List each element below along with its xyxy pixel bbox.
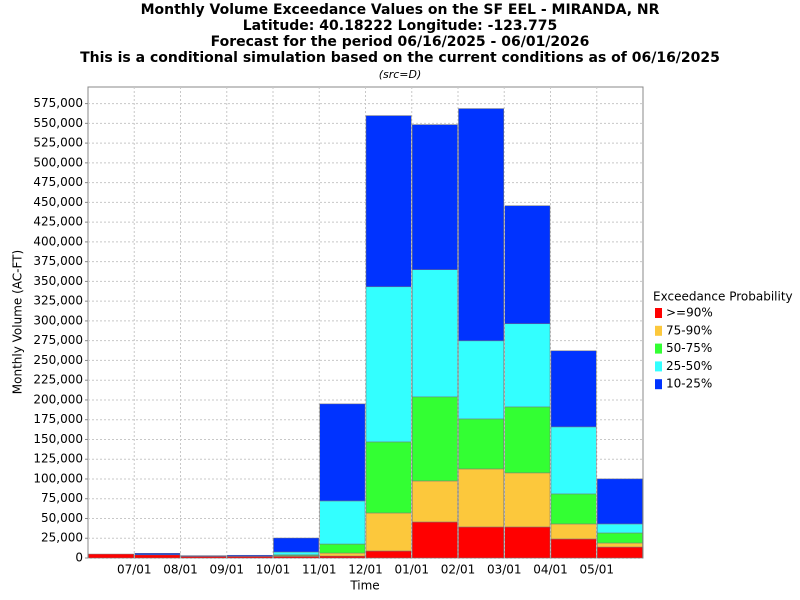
- y-tick-label: 550,000: [33, 116, 83, 130]
- bar-segment: [504, 323, 551, 408]
- y-tick-label: 325,000: [33, 294, 83, 308]
- legend-swatch: [655, 361, 662, 372]
- y-tick-label: 150,000: [33, 432, 83, 446]
- bar-segment: [273, 551, 319, 556]
- y-tick-label: 250,000: [33, 353, 83, 367]
- bar-segment: [88, 553, 134, 559]
- legend-swatch: [655, 379, 662, 390]
- bar-segment: [412, 521, 458, 559]
- x-tick-label: 11/01: [302, 563, 337, 577]
- bar-segment: [319, 403, 366, 502]
- bar-segment: [597, 546, 643, 559]
- bar-segment: [597, 532, 643, 544]
- x-tick-label: 03/01: [487, 563, 522, 577]
- legend-label: 50-75%: [666, 341, 712, 355]
- y-tick-label: 475,000: [33, 175, 83, 189]
- y-tick-label: 0: [75, 551, 83, 565]
- legend-swatch: [655, 325, 662, 336]
- bar-segment: [319, 500, 366, 545]
- bar-segment: [365, 441, 412, 514]
- bar-segment: [134, 553, 181, 556]
- bar-segment: [550, 350, 597, 428]
- legend-title: Exceedance Probability: [653, 290, 793, 304]
- legend-swatch: [655, 343, 662, 354]
- bar-segment: [504, 406, 551, 474]
- x-tick-label: 12/01: [348, 563, 383, 577]
- bar-segment: [365, 512, 412, 552]
- x-axis-label: Time: [349, 579, 379, 593]
- bar-segment: [365, 115, 412, 288]
- x-tick-label: 08/01: [163, 563, 198, 577]
- bar-segment: [458, 108, 504, 342]
- bar-segment: [550, 426, 597, 495]
- bar-segment: [550, 493, 597, 525]
- legend-label: 25-50%: [666, 359, 712, 373]
- legend-label: >=90%: [666, 306, 713, 320]
- bar-segment: [180, 555, 227, 557]
- bar-segment: [365, 550, 412, 559]
- y-tick-label: 25,000: [41, 531, 83, 545]
- legend-swatch: [655, 308, 662, 318]
- y-tick-label: 175,000: [33, 412, 83, 426]
- x-tick-label: 10/01: [256, 563, 291, 577]
- bar-segment: [412, 269, 458, 398]
- bar-segment: [458, 418, 504, 470]
- y-tick-label: 400,000: [33, 234, 83, 248]
- bar-segment: [319, 552, 366, 557]
- x-tick-label: 01/01: [394, 563, 429, 577]
- y-tick-label: 375,000: [33, 254, 83, 268]
- bar-segment: [458, 526, 504, 559]
- bar-segment: [504, 205, 551, 325]
- y-axis-label: Monthly Volume (AC-FT): [11, 250, 25, 394]
- bar-segment: [227, 554, 273, 557]
- subtitle: Latitude: 40.18222 Longitude: -123.775: [243, 18, 557, 34]
- bar-segment: [273, 537, 319, 553]
- source-note: (src=D): [379, 68, 422, 81]
- y-tick-label: 100,000: [33, 471, 83, 485]
- subtitle: This is a conditional simulation based o…: [80, 50, 720, 66]
- bar-segment: [319, 543, 366, 554]
- y-tick-label: 200,000: [33, 392, 83, 406]
- bar-segment: [597, 478, 643, 525]
- y-tick-label: 575,000: [33, 96, 83, 110]
- subtitle: Forecast for the period 06/16/2025 - 06/…: [211, 34, 590, 50]
- bar-segment: [458, 468, 504, 528]
- y-tick-label: 300,000: [33, 313, 83, 327]
- x-tick-label: 09/01: [209, 563, 244, 577]
- bar-segment: [550, 523, 597, 540]
- bar-segment: [412, 480, 458, 523]
- bar-segment: [134, 554, 181, 559]
- chart-title: Monthly Volume Exceedance Values on the …: [141, 2, 660, 18]
- y-tick-label: 50,000: [41, 511, 83, 525]
- bar-segment: [504, 472, 551, 528]
- y-tick-label: 125,000: [33, 452, 83, 466]
- bar-segment: [504, 526, 551, 559]
- x-tick-label: 02/01: [441, 563, 476, 577]
- x-tick-label: 07/01: [117, 563, 152, 577]
- y-tick-label: 350,000: [33, 274, 83, 288]
- bar-segment: [319, 555, 366, 559]
- bar-segment: [412, 124, 458, 270]
- y-tick-label: 450,000: [33, 195, 83, 209]
- y-tick-label: 500,000: [33, 155, 83, 169]
- legend-label: 75-90%: [666, 323, 712, 337]
- y-tick-label: 225,000: [33, 373, 83, 387]
- bar-segment: [365, 286, 412, 443]
- bar-segment: [458, 340, 504, 420]
- y-tick-label: 425,000: [33, 215, 83, 229]
- y-tick-label: 525,000: [33, 136, 83, 150]
- x-tick-label: 05/01: [579, 563, 614, 577]
- x-tick-label: 04/01: [533, 563, 568, 577]
- y-tick-label: 75,000: [41, 491, 83, 505]
- y-tick-label: 275,000: [33, 333, 83, 347]
- bar-segment: [597, 523, 643, 534]
- bar-segment: [597, 542, 643, 548]
- bar-segment: [550, 538, 597, 559]
- bar-segment: [412, 396, 458, 482]
- legend-label: 10-25%: [666, 377, 712, 391]
